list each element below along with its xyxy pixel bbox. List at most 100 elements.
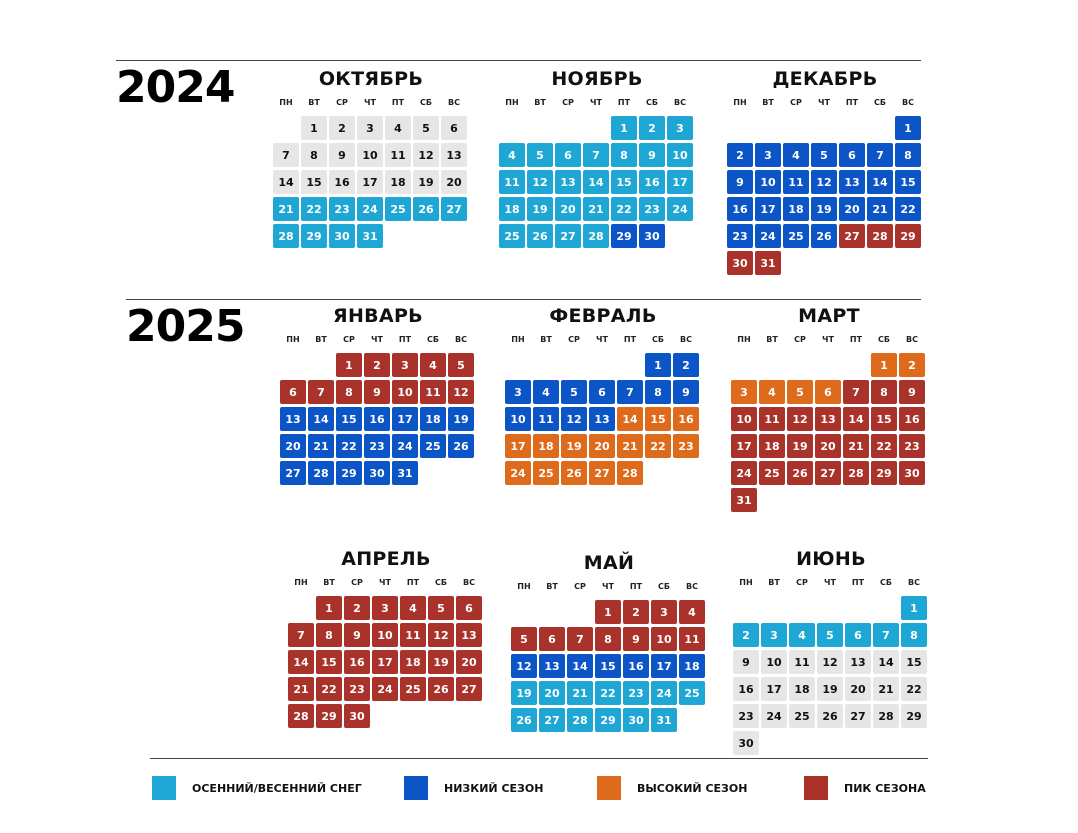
day-cell: 19: [811, 197, 837, 221]
day-cell: 12: [511, 654, 537, 678]
day-cell: 26: [817, 704, 843, 728]
day-cell: 17: [372, 650, 398, 674]
weekday-label: ЧТ: [379, 578, 391, 587]
day-cell: 12: [428, 623, 454, 647]
day-cell: 18: [783, 197, 809, 221]
day-cell: 10: [357, 143, 383, 167]
day-cell: 29: [871, 461, 897, 485]
day-cell: 10: [505, 407, 531, 431]
day-cell: 2: [639, 116, 665, 140]
day-cell: 21: [867, 197, 893, 221]
month-title: НОЯБРЬ: [551, 68, 643, 90]
day-cell: 17: [392, 407, 418, 431]
legend-peak: ПИК СЕЗОНА: [804, 776, 926, 800]
weekday-label: СР: [351, 578, 363, 587]
weekday-label: СР: [343, 335, 355, 344]
weekday-label: ВС: [902, 98, 914, 107]
day-cell: 9: [733, 650, 759, 674]
day-cell: 2: [733, 623, 759, 647]
day-cell: 4: [420, 353, 446, 377]
day-cell: 13: [539, 654, 565, 678]
day-cell: 22: [595, 681, 621, 705]
weekday-label: ЧТ: [596, 335, 608, 344]
day-cell: 22: [871, 434, 897, 458]
day-cell: 16: [673, 407, 699, 431]
day-cell: 27: [456, 677, 482, 701]
weekday-label: ВС: [463, 578, 475, 587]
legend-low: НИЗКИЙ СЕЗОН: [404, 776, 543, 800]
day-cell: 20: [456, 650, 482, 674]
day-cell: 7: [567, 627, 593, 651]
day-cell: 15: [301, 170, 327, 194]
day-cell: 26: [561, 461, 587, 485]
day-cell: 13: [839, 170, 865, 194]
day-cell: 18: [789, 677, 815, 701]
day-cell: 5: [527, 143, 553, 167]
day-cell: 26: [527, 224, 553, 248]
day-cell: 28: [617, 461, 643, 485]
weekday-label: ПН: [294, 578, 308, 587]
day-cell: 31: [392, 461, 418, 485]
legend-swatch-high: [597, 776, 621, 800]
day-cell: 30: [344, 704, 370, 728]
day-cell: 8: [611, 143, 637, 167]
day-cell: 24: [651, 681, 677, 705]
day-cell: 3: [731, 380, 757, 404]
legend-swatch-snow: [152, 776, 176, 800]
day-cell: 27: [815, 461, 841, 485]
weekday-label: СР: [790, 98, 802, 107]
day-cell: 8: [336, 380, 362, 404]
day-cell: 19: [561, 434, 587, 458]
day-cell: 7: [288, 623, 314, 647]
legend-label-snow: ОСЕННИЙ/ВЕСЕННИЙ СНЕГ: [192, 781, 362, 795]
weekday-label: ВС: [455, 335, 467, 344]
day-cell: 20: [539, 681, 565, 705]
weekday-label: СБ: [420, 98, 432, 107]
day-cell: 7: [583, 143, 609, 167]
day-cell: 6: [815, 380, 841, 404]
weekday-label: ВТ: [762, 98, 774, 107]
day-cell: 24: [505, 461, 531, 485]
day-cell: 23: [899, 434, 925, 458]
weekday-label: СБ: [878, 335, 890, 344]
year-2025-label: 2025: [126, 301, 245, 352]
day-cell: 26: [787, 461, 813, 485]
day-cell: 18: [759, 434, 785, 458]
day-cell: 19: [448, 407, 474, 431]
day-cell: 24: [667, 197, 693, 221]
day-cell: 6: [589, 380, 615, 404]
day-cell: 25: [420, 434, 446, 458]
day-cell: 1: [901, 596, 927, 620]
day-cell: 29: [336, 461, 362, 485]
day-cell: 29: [901, 704, 927, 728]
day-cell: 16: [329, 170, 355, 194]
day-cell: 27: [839, 224, 865, 248]
weekday-label: ПТ: [851, 578, 865, 587]
weekday-label: ВТ: [323, 578, 335, 587]
month-title: АПРЕЛЬ: [341, 548, 431, 570]
weekday-label: ПТ: [629, 582, 643, 591]
day-cell: 18: [385, 170, 411, 194]
day-cell: 5: [413, 116, 439, 140]
day-cell: 31: [731, 488, 757, 512]
day-cell: 8: [595, 627, 621, 651]
day-cell: 15: [595, 654, 621, 678]
day-cell: 15: [316, 650, 342, 674]
day-cell: 13: [815, 407, 841, 431]
weekday-label: ЧТ: [602, 582, 614, 591]
day-cell: 3: [651, 600, 677, 624]
day-cell: 13: [280, 407, 306, 431]
day-cell: 14: [617, 407, 643, 431]
weekday-label: ПН: [286, 335, 300, 344]
day-cell: 23: [727, 224, 753, 248]
day-cell: 6: [555, 143, 581, 167]
weekday-label: ВТ: [766, 335, 778, 344]
day-cell: 1: [645, 353, 671, 377]
month-title: ДЕКАБРЬ: [772, 68, 878, 90]
day-cell: 30: [899, 461, 925, 485]
day-cell: 16: [899, 407, 925, 431]
weekday-label: ПТ: [849, 335, 863, 344]
day-cell: 24: [372, 677, 398, 701]
day-cell: 30: [727, 251, 753, 275]
legend-high: ВЫСОКИЙ СЕЗОН: [597, 776, 747, 800]
